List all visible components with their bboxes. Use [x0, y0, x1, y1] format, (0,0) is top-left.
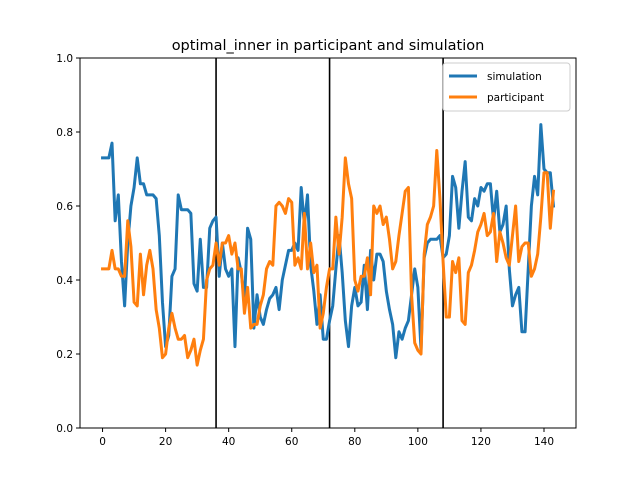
series-line-participant: [101, 149, 556, 367]
x-tick-label: 120: [471, 436, 491, 448]
legend-label-simulation: simulation: [487, 71, 542, 83]
x-tick-label: 40: [222, 436, 235, 448]
x-tick-label: 0: [99, 436, 106, 448]
y-tick-label: 0.4: [56, 275, 73, 287]
y-tick-label: 0.2: [56, 349, 73, 361]
y-axis: 0.0 0.2 0.4 0.6 0.8 1.0: [56, 53, 80, 435]
plot-area-frame: [79, 57, 577, 429]
y-tick-label: 1.0: [56, 53, 73, 65]
x-tick-label: 140: [534, 436, 554, 448]
legend: simulation participant: [442, 62, 571, 112]
x-tick-label: 100: [408, 436, 428, 448]
x-tick-label: 60: [285, 436, 298, 448]
x-tick-label: 20: [159, 436, 172, 448]
series-layer: [101, 123, 556, 367]
chart-title: optimal_inner in participant and simulat…: [172, 38, 485, 54]
legend-label-participant: participant: [487, 92, 544, 104]
y-tick-label: 0.0: [56, 423, 73, 435]
x-tick-label: 80: [348, 436, 361, 448]
x-axis: 0 20 40 60 80 100 120 140: [99, 428, 554, 448]
y-tick-label: 0.6: [56, 201, 73, 213]
y-tick-label: 0.8: [56, 127, 73, 139]
series-line-simulation: [101, 123, 556, 360]
